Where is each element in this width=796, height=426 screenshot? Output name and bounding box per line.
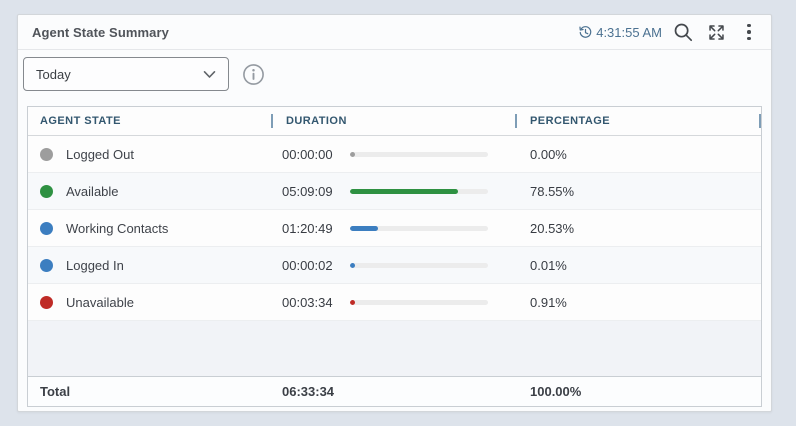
- state-color-dot: [40, 147, 53, 161]
- duration-bar-track: [350, 151, 488, 157]
- state-color-dot: [40, 221, 53, 235]
- widget-titlebar: Agent State Summary 4:31:55 AM: [18, 15, 771, 50]
- duration-bar-track: [350, 225, 488, 231]
- date-range-selected-value: Today: [36, 66, 71, 82]
- agent-state-cell: Logged In: [28, 258, 272, 273]
- percentage-cell: 0.91%: [516, 295, 761, 310]
- table-row: Logged Out 00:00:00 0.00%: [28, 136, 761, 173]
- clock-time-text: 4:31:55 AM: [596, 24, 662, 40]
- agent-state-cell: Unavailable: [28, 295, 272, 310]
- table-row: Logged In 00:00:02 0.01%: [28, 247, 761, 284]
- duration-value: 00:00:02: [282, 257, 333, 273]
- percentage-cell: 0.01%: [516, 258, 761, 273]
- total-duration-value: 06:33:34: [282, 384, 335, 399]
- chevron-down-icon: [203, 70, 216, 79]
- percentage-value: 0.01%: [530, 257, 567, 273]
- duration-cell: 00:00:02: [272, 258, 516, 273]
- history-clock-icon: [578, 25, 593, 40]
- duration-cell: 00:03:34: [272, 295, 516, 310]
- table-row: Available 05:09:09 78.55%: [28, 173, 761, 210]
- titlebar-actions: 4:31:55 AM: [578, 20, 761, 44]
- table-row: Working Contacts 01:20:49 20.53%: [28, 210, 761, 247]
- total-percentage-value: 100.00%: [530, 384, 582, 399]
- agent-state-cell: Working Contacts: [28, 221, 272, 236]
- column-header-duration: DURATION: [271, 107, 516, 135]
- percentage-cell: 0.00%: [516, 147, 761, 162]
- total-label: Total: [40, 384, 71, 399]
- duration-value: 00:03:34: [282, 294, 333, 310]
- duration-bar-track: [350, 299, 488, 305]
- table-total-row: Total 06:33:34 100.00%: [28, 376, 761, 406]
- column-header-percentage: PERCENTAGE: [515, 107, 761, 135]
- agent-state-label: Logged In: [66, 257, 124, 273]
- filter-row: Today: [18, 50, 771, 98]
- last-refresh-time: 4:31:55 AM: [578, 25, 662, 40]
- agent-state-label: Unavailable: [66, 294, 134, 310]
- agent-state-label: Logged Out: [66, 146, 134, 162]
- duration-bar-fill: [350, 299, 355, 305]
- agent-state-table: AGENT STATE DURATION PERCENTAGE Logged O…: [27, 106, 762, 407]
- duration-cell: 00:00:00: [272, 147, 516, 162]
- agent-state-label: Available: [66, 183, 119, 199]
- duration-value: 01:20:49: [282, 220, 333, 236]
- duration-bar-track: [350, 262, 488, 268]
- agent-state-label: Working Contacts: [66, 220, 169, 236]
- agent-state-cell: Available: [28, 184, 272, 199]
- expand-fullscreen-icon[interactable]: [704, 20, 728, 44]
- duration-cell: 01:20:49: [272, 221, 516, 236]
- agent-state-summary-widget: Agent State Summary 4:31:55 AM: [17, 14, 772, 412]
- duration-value: 00:00:00: [282, 146, 333, 162]
- percentage-value: 0.91%: [530, 294, 567, 310]
- duration-cell: 05:09:09: [272, 184, 516, 199]
- table-body: Logged Out 00:00:00 0.00% Available 05:0…: [28, 136, 761, 321]
- duration-bar-track: [350, 188, 488, 194]
- info-icon[interactable]: [242, 63, 265, 86]
- agent-state-cell: Logged Out: [28, 147, 272, 162]
- percentage-value: 0.00%: [530, 146, 567, 162]
- date-range-dropdown[interactable]: Today: [23, 57, 229, 91]
- state-color-dot: [40, 258, 53, 272]
- state-color-dot: [40, 295, 53, 309]
- percentage-value: 78.55%: [530, 183, 575, 199]
- table-row: Unavailable 00:03:34 0.91%: [28, 284, 761, 321]
- percentage-value: 20.53%: [530, 220, 575, 236]
- percentage-cell: 20.53%: [516, 221, 761, 236]
- column-header-agent-state: AGENT STATE: [40, 115, 121, 127]
- duration-value: 05:09:09: [282, 183, 333, 199]
- percentage-cell: 78.55%: [516, 184, 761, 199]
- kebab-menu-icon[interactable]: [737, 20, 761, 44]
- zoom-magnifier-icon[interactable]: [671, 20, 695, 44]
- state-color-dot: [40, 184, 53, 198]
- widget-title: Agent State Summary: [32, 24, 169, 40]
- table-header-row: AGENT STATE DURATION PERCENTAGE: [28, 107, 761, 136]
- table-empty-filler: [28, 321, 761, 376]
- duration-bar-fill: [350, 225, 378, 231]
- duration-bar-fill: [350, 262, 355, 268]
- duration-bar-fill: [350, 188, 458, 194]
- duration-bar-fill: [350, 151, 355, 157]
